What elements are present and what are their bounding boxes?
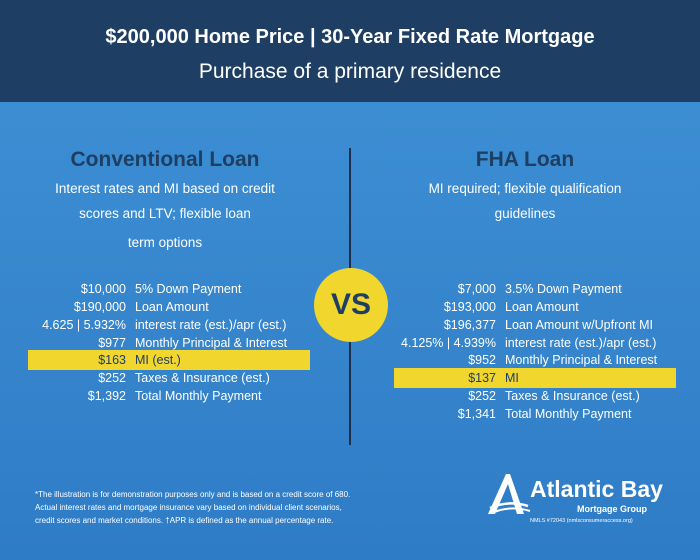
fha-row: $193,000 Loan Amount	[350, 300, 700, 318]
conventional-row: $252 Taxes & Insurance (est.)	[0, 371, 350, 389]
row-amount: 4.625 | 5.932%	[42, 318, 126, 332]
footnote-line: credit scores and market conditions. †AP…	[35, 516, 334, 525]
header-banner: $200,000 Home Price | 30-Year Fixed Rate…	[0, 0, 700, 102]
conventional-row-mi: $163 MI (est.)	[0, 353, 350, 371]
row-amount: $190,000	[73, 300, 126, 314]
fha-description: MI required; flexible qualification guid…	[385, 176, 665, 226]
conventional-row: $977 Monthly Principal & Interest	[0, 336, 350, 354]
conventional-description: Interest rates and MI based on credit sc…	[25, 176, 305, 255]
row-label: 5% Down Payment	[135, 282, 242, 296]
atlantic-bay-logo: Atlantic Bay Mortgage Group NMLS #72043 …	[484, 470, 674, 530]
conventional-title: Conventional Loan	[70, 148, 260, 171]
row-label: interest rate (est.)/apr (est.)	[505, 336, 657, 350]
row-amount: $252	[468, 389, 496, 403]
conventional-mi-highlight	[28, 350, 310, 370]
row-amount: $137	[468, 371, 496, 385]
row-amount: $952	[468, 353, 496, 367]
row-amount: $1,341	[457, 407, 496, 421]
fha-desc-line: MI required; flexible qualification	[428, 181, 622, 196]
row-label: MI (est.)	[135, 353, 181, 367]
conventional-desc-line: Interest rates and MI based on credit	[55, 181, 275, 196]
fha-row: $196,377 Loan Amount w/Upfront MI	[350, 318, 700, 336]
conventional-row: $1,392 Total Monthly Payment	[0, 389, 350, 407]
row-label: Loan Amount	[135, 300, 209, 314]
row-label: Loan Amount w/Upfront MI	[505, 318, 653, 332]
fha-mi-highlight	[394, 368, 676, 388]
row-label: MI	[505, 371, 519, 385]
fha-desc-line: guidelines	[494, 206, 556, 221]
row-amount: $196,377	[443, 318, 496, 332]
footnote-line: Actual interest rates and mortgage insur…	[35, 503, 342, 512]
fha-row-mi: $137 MI	[350, 371, 700, 389]
row-amount: $1,392	[87, 389, 126, 403]
row-label: Total Monthly Payment	[505, 407, 632, 421]
fha-row: 4.125% | 4.939% interest rate (est.)/apr…	[350, 336, 700, 354]
page-title: $200,000 Home Price | 30-Year Fixed Rate…	[105, 26, 595, 48]
fha-row: $952 Monthly Principal & Interest	[350, 353, 700, 371]
conventional-desc-line: term options	[127, 235, 203, 250]
row-label: interest rate (est.)/apr (est.)	[135, 318, 287, 332]
conventional-row: 4.625 | 5.932% interest rate (est.)/apr …	[0, 318, 350, 336]
conventional-row: $10,000 5% Down Payment	[0, 282, 350, 300]
row-amount: $252	[98, 371, 126, 385]
conventional-row: $190,000 Loan Amount	[0, 300, 350, 318]
logo-nmls: NMLS #72043 (nmlsconsumeraccess.org)	[530, 518, 633, 524]
row-label: Monthly Principal & Interest	[505, 353, 658, 367]
fha-row: $1,341 Total Monthly Payment	[350, 407, 700, 425]
fha-row: $252 Taxes & Insurance (est.)	[350, 389, 700, 407]
logo-subtitle: Mortgage Group	[577, 504, 647, 514]
row-label: Loan Amount	[505, 300, 579, 314]
sail-logo-icon	[488, 474, 531, 514]
row-amount: 4.125% | 4.939%	[401, 336, 496, 350]
row-amount: $163	[98, 353, 126, 367]
footnote-line: *The illustration is for demonstration p…	[35, 490, 351, 499]
page-subtitle: Purchase of a primary residence	[198, 60, 502, 83]
row-label: Total Monthly Payment	[135, 389, 262, 403]
row-label: Monthly Principal & Interest	[135, 336, 288, 350]
logo-name: Atlantic Bay	[530, 476, 663, 502]
fha-row: $7,000 3.5% Down Payment	[350, 282, 700, 300]
row-label: Taxes & Insurance (est.)	[135, 371, 270, 385]
row-amount: $193,000	[443, 300, 496, 314]
fha-title: FHA Loan	[475, 148, 575, 171]
vs-badge: VS	[314, 268, 388, 342]
row-amount: $7,000	[457, 282, 496, 296]
conventional-desc-line: scores and LTV; flexible loan	[79, 206, 251, 221]
row-label: 3.5% Down Payment	[505, 282, 622, 296]
footnote: *The illustration is for demonstration p…	[35, 488, 455, 527]
row-label: Taxes & Insurance (est.)	[505, 389, 640, 403]
row-amount: $10,000	[80, 282, 126, 296]
row-amount: $977	[98, 336, 126, 350]
